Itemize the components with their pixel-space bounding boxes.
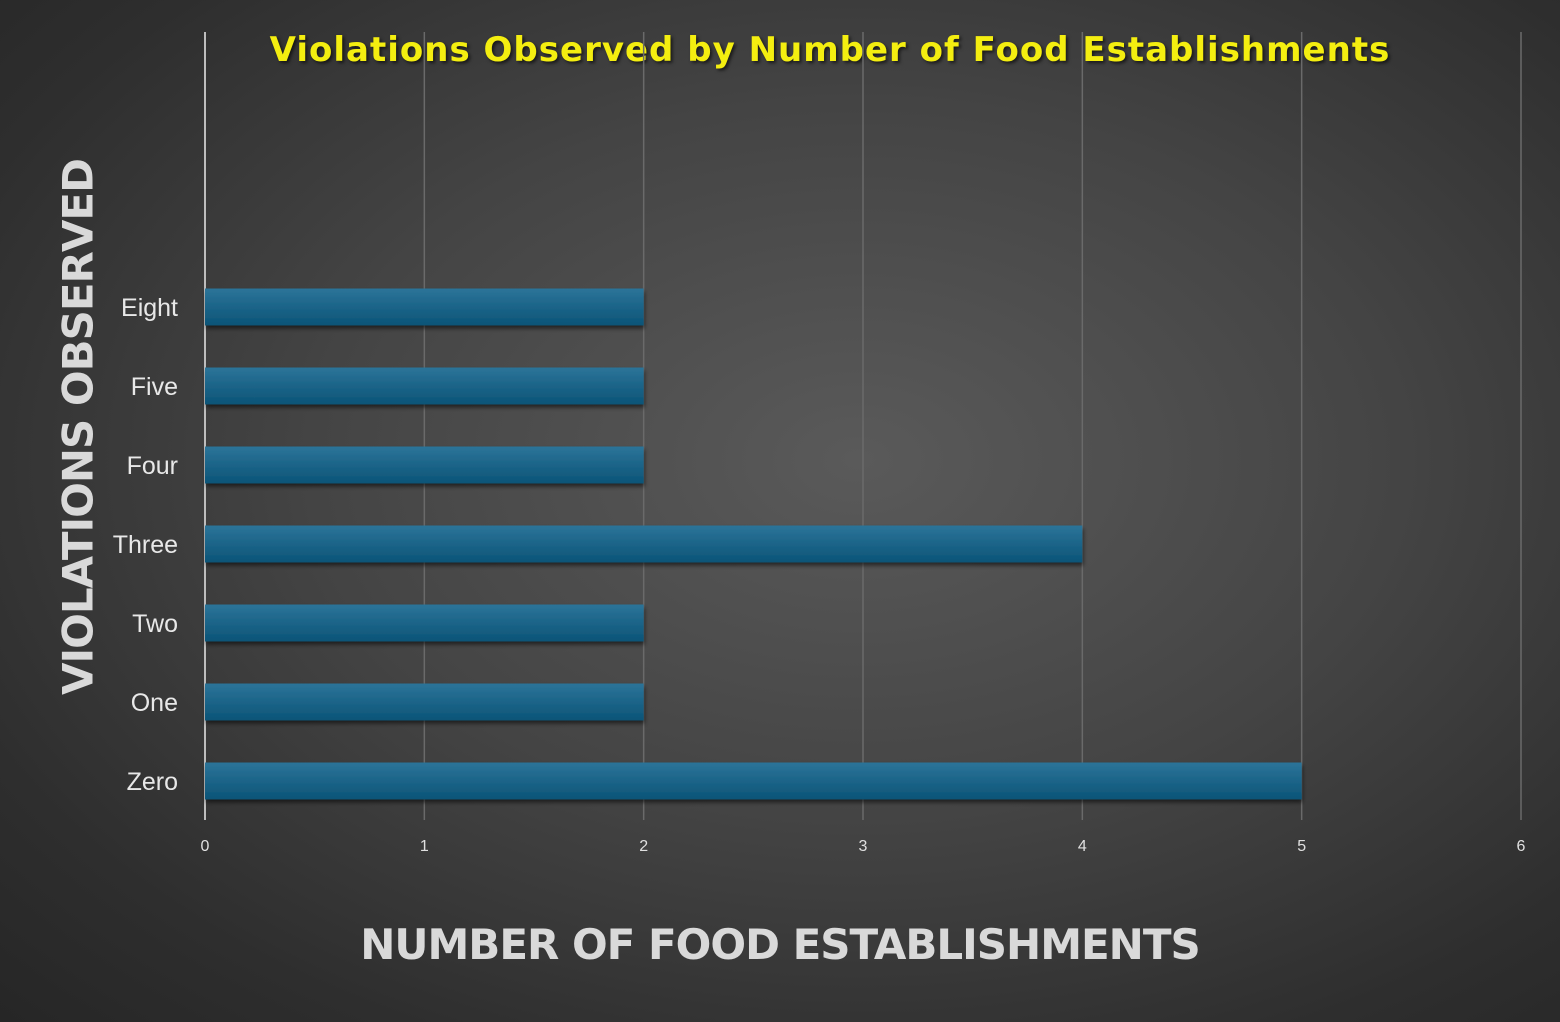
- bar-three: [205, 525, 1083, 563]
- x-tick-label: 3: [859, 838, 868, 855]
- chart-title: Violations Observed by Number of Food Es…: [269, 30, 1391, 70]
- category-label: Three: [113, 531, 178, 559]
- x-tick-label: 1: [420, 838, 429, 855]
- bar-zero: [205, 762, 1302, 800]
- bar-four: [205, 446, 644, 484]
- x-tick-label: 2: [639, 838, 648, 855]
- category-label: Five: [131, 373, 178, 401]
- x-tick-label: 6: [1517, 838, 1526, 855]
- x-tick-label: 0: [201, 838, 210, 855]
- bar-one: [205, 683, 644, 721]
- bar-eight: [205, 288, 644, 326]
- x-tick-label: 5: [1297, 838, 1306, 855]
- x-axis-title: NUMBER OF FOOD ESTABLISHMENTS: [360, 920, 1201, 969]
- bar-five: [205, 367, 644, 405]
- category-label: Four: [127, 452, 178, 480]
- category-label: One: [131, 689, 178, 717]
- category-label: Two: [132, 610, 178, 638]
- x-tick-label: 4: [1078, 838, 1087, 855]
- bar-two: [205, 604, 644, 642]
- category-label: Zero: [127, 768, 178, 796]
- category-label: Eight: [121, 294, 178, 322]
